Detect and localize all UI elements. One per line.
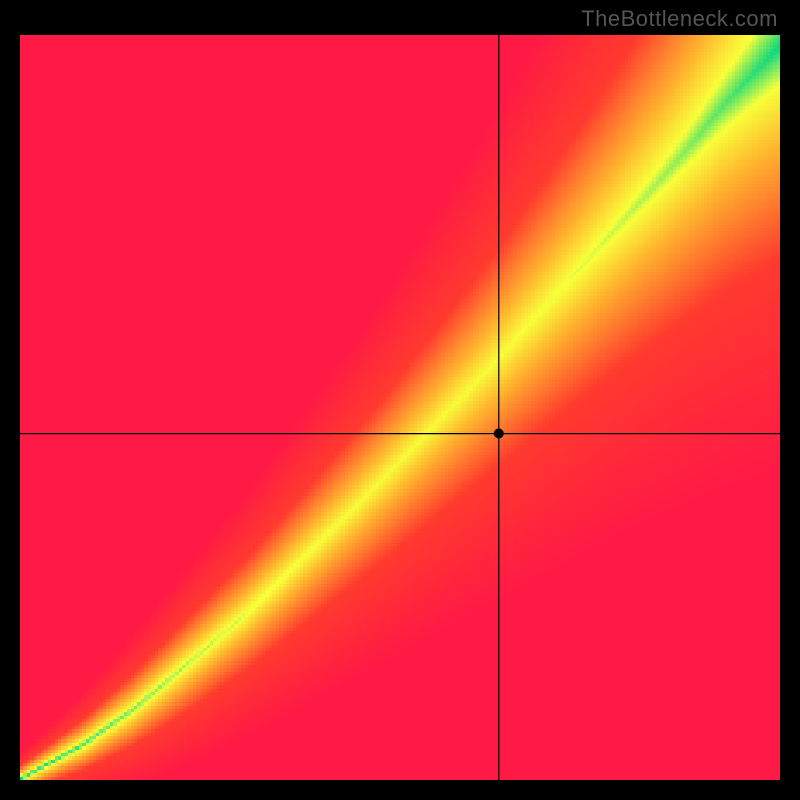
watermark-text: TheBottleneck.com — [581, 6, 778, 32]
bottleneck-heatmap — [20, 35, 780, 780]
heatmap-canvas — [20, 35, 780, 780]
